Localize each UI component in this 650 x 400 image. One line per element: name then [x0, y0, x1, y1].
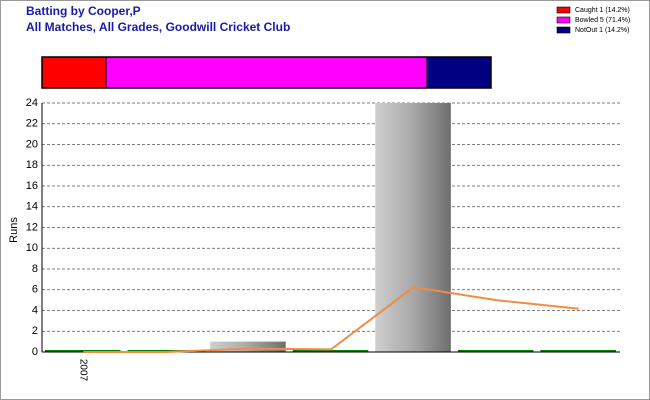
- y-tick-label: 0: [32, 346, 38, 358]
- bar: [292, 350, 369, 352]
- y-tick-label: 2: [32, 325, 38, 337]
- y-tick-label: 10: [26, 242, 38, 254]
- y-tick-label: 4: [32, 304, 38, 316]
- dismissal-bar-border: [41, 56, 492, 89]
- average-line: [83, 286, 579, 353]
- y-axis-label: Runs: [8, 217, 20, 243]
- y-tick-label: 18: [26, 159, 38, 171]
- y-tick-label: 24: [26, 97, 38, 109]
- legend-swatch: [556, 16, 571, 24]
- y-tick-label: 8: [32, 263, 38, 275]
- legend-label: Bowled 5 (71.4%): [575, 17, 630, 24]
- x-tick-label: 2007: [78, 359, 89, 382]
- dismissal-segment: [426, 56, 492, 89]
- bar: [375, 103, 451, 352]
- y-tick-label: 12: [26, 221, 38, 233]
- bar: [45, 350, 121, 352]
- chart-subtitle: All Matches, All Grades, Goodwill Cricke…: [26, 20, 290, 34]
- dismissal-segment: [41, 56, 107, 89]
- y-tick-label: 22: [26, 118, 38, 130]
- y-tick-label: 20: [26, 138, 38, 150]
- bar: [457, 350, 534, 352]
- dismissal-segment: [105, 56, 428, 89]
- y-tick-label: 6: [32, 284, 38, 296]
- y-tick-label: 14: [26, 201, 38, 213]
- legend-swatch: [556, 6, 571, 14]
- legend-label: Caught 1 (14.2%): [575, 7, 630, 14]
- y-tick-label: 16: [26, 180, 38, 192]
- chart-title: Batting by Cooper,P: [26, 4, 141, 18]
- legend-swatch: [556, 26, 571, 34]
- bar: [540, 350, 616, 352]
- bar: [210, 341, 286, 352]
- legend-label: NotOut 1 (14.2%): [575, 27, 629, 34]
